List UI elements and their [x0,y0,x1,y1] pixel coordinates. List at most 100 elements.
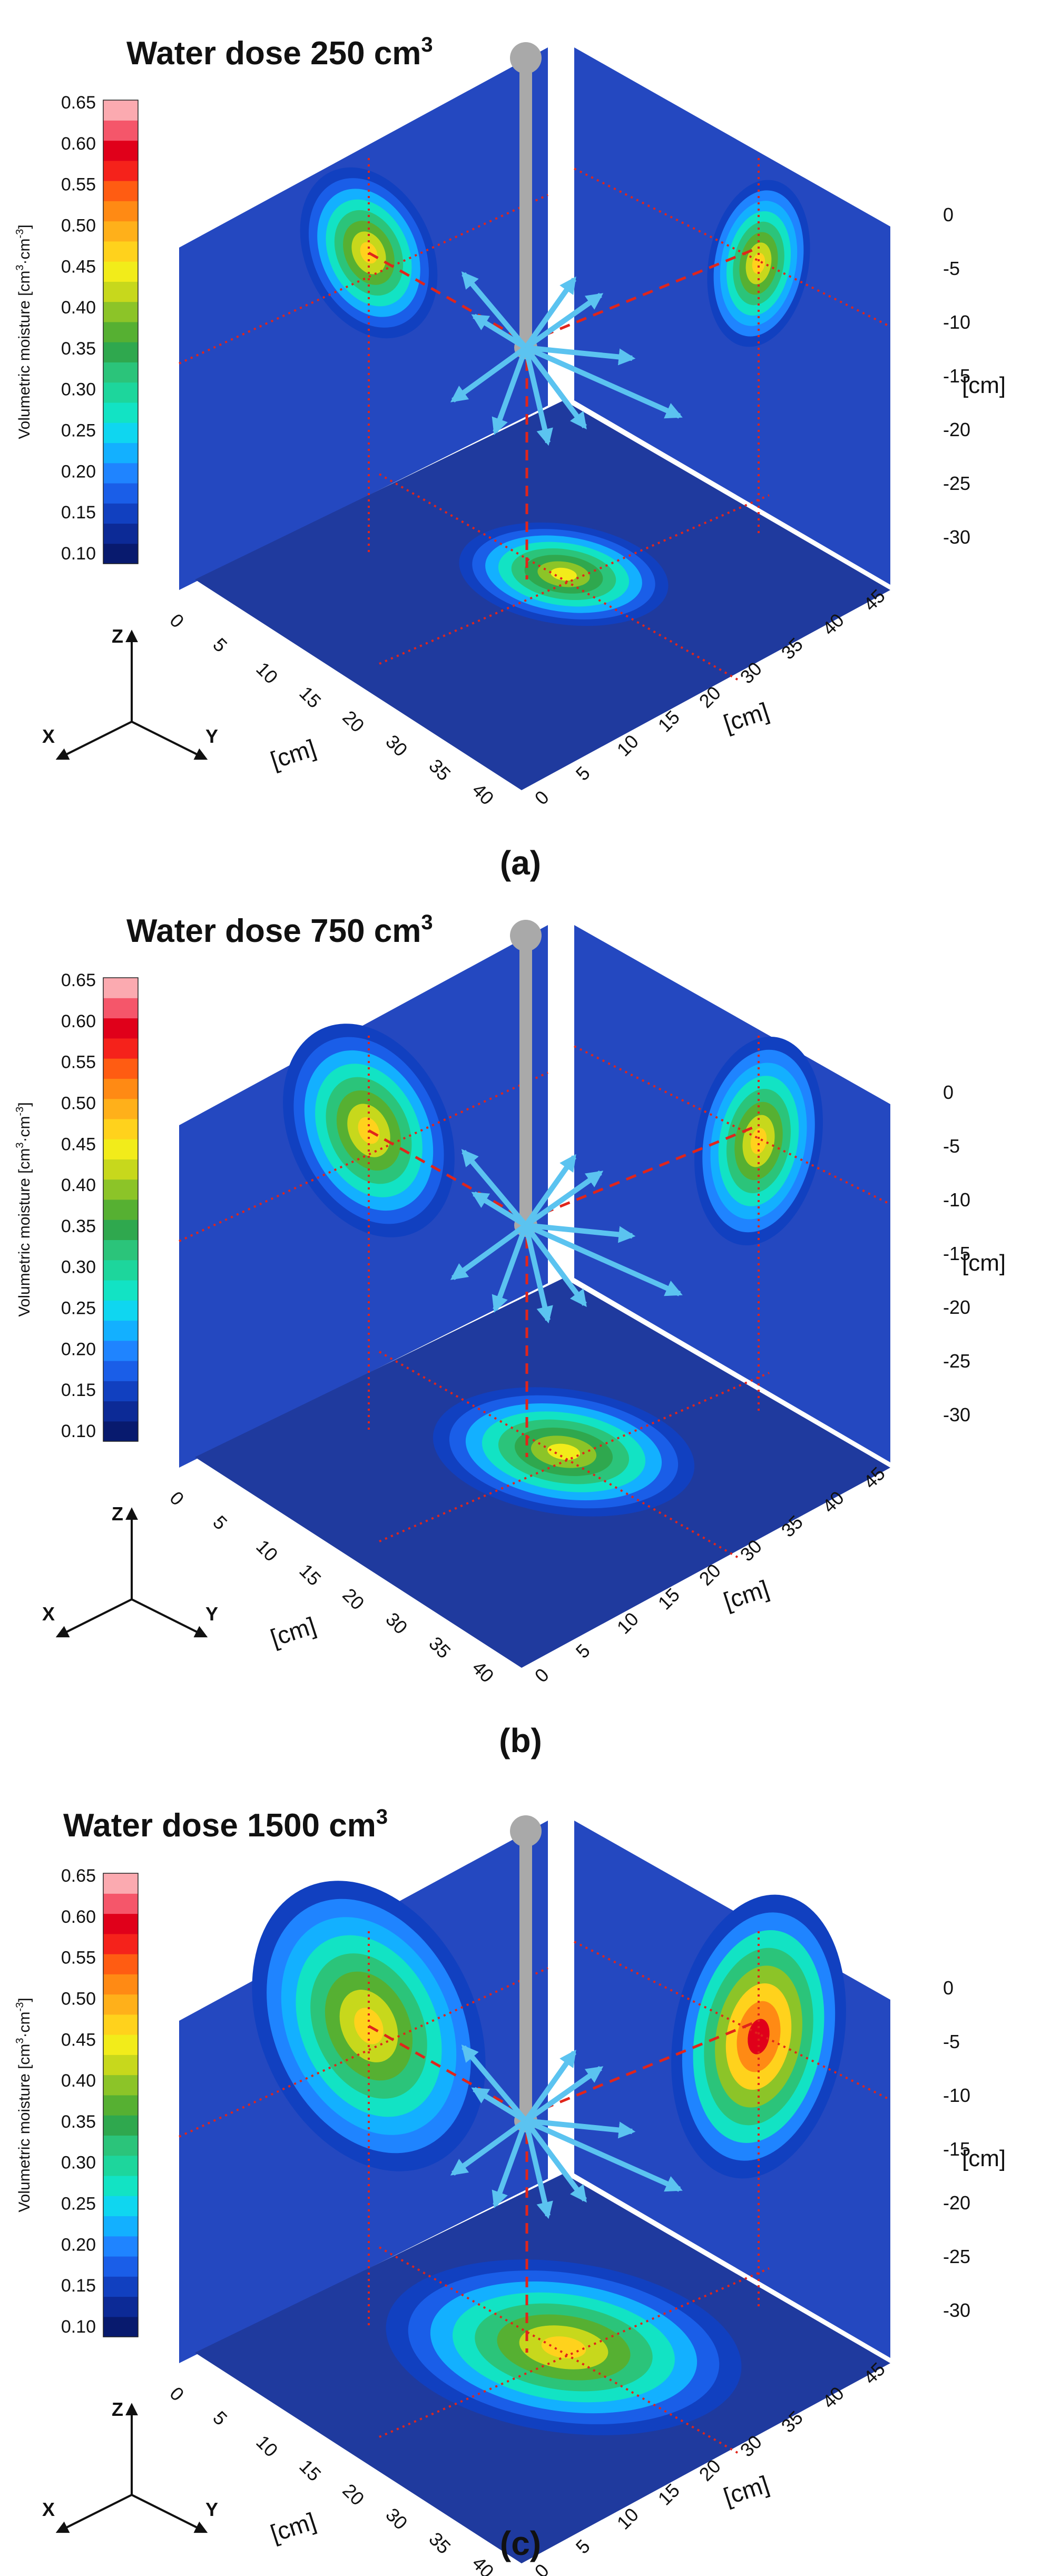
x-tick-label: 0 [165,609,188,632]
x-axis-unit: [cm] [267,2507,319,2547]
colorbar-tick-label: 0.15 [61,1380,96,1400]
y-tick-label: 5 [572,1640,594,1663]
yz-moisture-contour [750,1128,767,1154]
colorbar-tick-label: 0.30 [61,2153,96,2173]
xy-moisture-contour [551,567,577,581]
colorbar: 0.65 0.60 0.55 0.50 0.45 0.40 0.35 0.30 0.25 0.20… [14,970,139,1442]
colorbar-cell [103,140,138,161]
z-tick-label: -25 [943,2246,970,2267]
guide-line [179,1967,548,2138]
colorbar-cell [103,1179,138,1200]
colorbar-cell [103,1340,138,1361]
flow-arrow [471,1191,527,1228]
colorbar-cell [103,382,138,403]
flow-arrow [524,1223,683,1296]
x-tick-label: 20 [338,2480,368,2510]
colorbar-cell [103,2196,138,2217]
colorbar-tick-label: 0.40 [61,2071,96,2091]
colorbar-tick-label: 0.35 [61,2112,96,2132]
flow-arrow [525,2118,636,2139]
colorbar-tick-label: 0.30 [61,1257,96,1277]
flow-arrow [525,345,636,366]
colorbar-cell [103,1098,138,1119]
colorbar-cell [103,1320,138,1341]
flow-arrow [471,2087,527,2123]
triad-x-axis [55,1598,132,1638]
z-tick-label: -5 [943,1135,960,1157]
colorbar-cell [103,362,138,383]
colorbar-cell [103,120,138,141]
colorbar-tick-label: 0.35 [61,339,96,359]
colorbar-cell [103,2155,138,2176]
panel-c: Water dose 1500 cm3 0.65 0.60 0.55 0.50 0.45… [14,1805,1006,2576]
guide-line [379,494,770,665]
panel-title: Water dose 250 cm3 [126,33,433,72]
colorbar-cell [103,1139,138,1159]
colorbar: 0.65 0.60 0.55 0.50 0.45 0.40 0.35 0.30 0.25 0.20… [14,1866,139,2337]
colorbar-tick-label: 0.10 [61,544,96,564]
colorbar-cell [103,978,138,998]
x-tick-label: 5 [209,2407,231,2430]
colorbar-cell [103,1220,138,1240]
x-tick-label: 30 [381,731,411,761]
flow-arrow [524,2066,604,2123]
colorbar-tick-label: 0.45 [61,1134,96,1154]
x-tick-label: 35 [425,755,455,785]
x-tick-label: 20 [338,1584,368,1614]
flow-arrow [524,2118,683,2192]
colorbar-tick-label: 0.50 [61,215,96,235]
triad-y-axis [131,721,208,760]
colorbar-cell [103,261,138,282]
x-tick-label: 5 [209,1511,231,1534]
colorbar-cell [103,2316,138,2337]
probe-rod [519,1831,532,2121]
x-tick-label: 40 [468,779,498,809]
yz-moisture-contour [748,2019,770,2054]
probe-head [510,1815,542,1847]
colorbar-cell [103,523,138,544]
y-axis-unit: [cm] [720,1575,772,1615]
probe-rod [519,58,532,348]
flow-arrow [523,1154,577,1227]
guide-line [368,246,759,579]
colorbar-tick-label: 0.35 [61,1216,96,1236]
colorbar-cell [103,1873,138,1894]
colorbar-tick-label: 0.50 [61,1989,96,2009]
flow-arrow [492,1224,528,1313]
flow-arrow [523,1224,587,1307]
flow-arrow [525,1223,636,1243]
x-tick-label: 35 [425,1633,455,1663]
colorbar-cell [103,1300,138,1321]
triad-label: Z [112,1503,123,1525]
panel-caption: (b) [499,1722,542,1759]
x-tick-label: 10 [252,658,282,688]
colorbar-cell [103,422,138,444]
colorbar-cell [103,503,138,524]
colorbar-cell [103,201,138,222]
x-tick-label: 0 [165,2383,188,2405]
colorbar-frame [103,977,139,1442]
colorbar-cell [103,1421,138,1442]
guide-line [368,2019,759,2353]
colorbar-cell [103,1240,138,1261]
colorbar-cell [103,543,138,564]
colorbar-cell [103,1994,138,2015]
panel-a: Water dose 250 cm3 0.650.600.550.500.450… [14,33,1006,882]
colorbar-tick-label: 0.55 [61,175,96,195]
y-tick-label: 5 [572,2535,594,2558]
colorbar-cell [103,1974,138,1995]
triad-label: Z [112,2398,123,2420]
colorbar-tick-label: 0.10 [61,2317,96,2337]
flow-arrow [461,2044,528,2123]
colorbar-frame [103,100,139,564]
colorbar-cell [103,402,138,423]
x-tick-label: 40 [468,1657,498,1687]
guide-line [574,1941,891,2101]
z-tick-label: -20 [943,419,970,440]
colorbar-title: Volumetric moisture [cm3·cm-3] [14,1102,33,1316]
colorbar-cell [103,100,138,121]
yz-moisture-contour [752,253,765,274]
flow-arrow [523,347,553,446]
colorbar-cell [103,1018,138,1039]
